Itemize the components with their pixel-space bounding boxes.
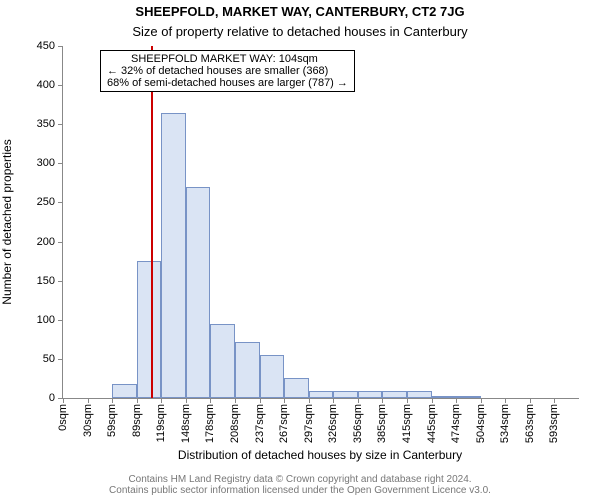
annotation-line3: 68% of semi-detached houses are larger (… <box>107 77 348 89</box>
xtick-mark <box>137 398 138 403</box>
histogram-bar <box>161 113 186 399</box>
xtick-mark <box>210 398 211 403</box>
ytick-label: 450 <box>37 40 55 52</box>
xtick-label: 0sqm <box>57 404 69 431</box>
xtick-label: 297sqm <box>303 404 315 443</box>
x-axis-label: Distribution of detached houses by size … <box>178 448 462 462</box>
xtick-mark <box>432 398 433 403</box>
xtick-label: 474sqm <box>450 404 462 443</box>
ytick-label: 0 <box>49 392 55 404</box>
xtick-mark <box>63 398 64 403</box>
histogram-bar <box>407 391 432 398</box>
xtick-label: 30sqm <box>82 404 94 437</box>
xtick-label: 208sqm <box>229 404 241 443</box>
footer-line1: Contains HM Land Registry data © Crown c… <box>0 474 600 485</box>
xtick-mark <box>112 398 113 403</box>
xtick-mark <box>260 398 261 403</box>
chart-container: SHEEPFOLD, MARKET WAY, CANTERBURY, CT2 7… <box>0 0 600 500</box>
histogram-bar <box>210 324 235 398</box>
histogram-bar <box>358 391 383 398</box>
ytick-mark <box>58 202 63 203</box>
histogram-bar <box>260 355 285 398</box>
xtick-label: 59sqm <box>106 404 118 437</box>
y-axis-label: Number of detached properties <box>0 139 14 304</box>
xtick-label: 148sqm <box>180 404 192 443</box>
histogram-bar <box>186 187 211 398</box>
histogram-bar <box>235 342 260 398</box>
ytick-label: 100 <box>37 314 55 326</box>
xtick-label: 504sqm <box>475 404 487 443</box>
ytick-label: 200 <box>37 236 55 248</box>
xtick-label: 593sqm <box>548 404 560 443</box>
xtick-mark <box>530 398 531 403</box>
xtick-mark <box>333 398 334 403</box>
annotation-line2: ← 32% of detached houses are smaller (36… <box>107 65 348 77</box>
xtick-mark <box>554 398 555 403</box>
xtick-label: 534sqm <box>499 404 511 443</box>
ytick-mark <box>58 124 63 125</box>
ytick-label: 50 <box>43 353 55 365</box>
ytick-mark <box>58 163 63 164</box>
xtick-mark <box>456 398 457 403</box>
xtick-label: 385sqm <box>376 404 388 443</box>
ytick-mark <box>58 359 63 360</box>
annotation-line1: SHEEPFOLD MARKET WAY: 104sqm <box>107 53 348 65</box>
xtick-mark <box>382 398 383 403</box>
chart-title-line2: Size of property relative to detached ho… <box>0 24 600 39</box>
histogram-bar <box>284 378 309 398</box>
ytick-label: 250 <box>37 196 55 208</box>
xtick-label: 267sqm <box>278 404 290 443</box>
chart-title-line1: SHEEPFOLD, MARKET WAY, CANTERBURY, CT2 7… <box>0 4 600 19</box>
xtick-mark <box>88 398 89 403</box>
ytick-mark <box>58 46 63 47</box>
property-marker-line <box>151 46 153 398</box>
ytick-mark <box>58 85 63 86</box>
xtick-mark <box>235 398 236 403</box>
xtick-label: 326sqm <box>327 404 339 443</box>
xtick-mark <box>358 398 359 403</box>
xtick-label: 237sqm <box>254 404 266 443</box>
xtick-label: 356sqm <box>352 404 364 443</box>
xtick-label: 178sqm <box>204 404 216 443</box>
histogram-bar <box>137 261 162 398</box>
xtick-label: 415sqm <box>401 404 413 443</box>
xtick-mark <box>481 398 482 403</box>
ytick-label: 400 <box>37 79 55 91</box>
ytick-mark <box>58 242 63 243</box>
ytick-mark <box>58 320 63 321</box>
xtick-label: 563sqm <box>524 404 536 443</box>
xtick-mark <box>284 398 285 403</box>
xtick-label: 89sqm <box>131 404 143 437</box>
histogram-bar <box>333 391 358 398</box>
xtick-mark <box>161 398 162 403</box>
xtick-mark <box>186 398 187 403</box>
histogram-bar <box>432 396 457 398</box>
xtick-mark <box>407 398 408 403</box>
xtick-label: 445sqm <box>426 404 438 443</box>
xtick-mark <box>505 398 506 403</box>
annotation-box: SHEEPFOLD MARKET WAY: 104sqm← 32% of det… <box>100 50 355 92</box>
ytick-mark <box>58 281 63 282</box>
histogram-bar <box>309 391 334 398</box>
histogram-bar <box>456 396 481 398</box>
ytick-label: 350 <box>37 118 55 130</box>
histogram-bar <box>382 391 407 398</box>
footer-line2: Contains public sector information licen… <box>0 485 600 496</box>
xtick-label: 119sqm <box>155 404 167 442</box>
plot-area: 0501001502002503003504004500sqm30sqm59sq… <box>62 46 579 399</box>
xtick-mark <box>309 398 310 403</box>
footer-attribution: Contains HM Land Registry data © Crown c… <box>0 474 600 496</box>
histogram-bar <box>112 384 137 398</box>
ytick-label: 150 <box>37 275 55 287</box>
ytick-label: 300 <box>37 157 55 169</box>
